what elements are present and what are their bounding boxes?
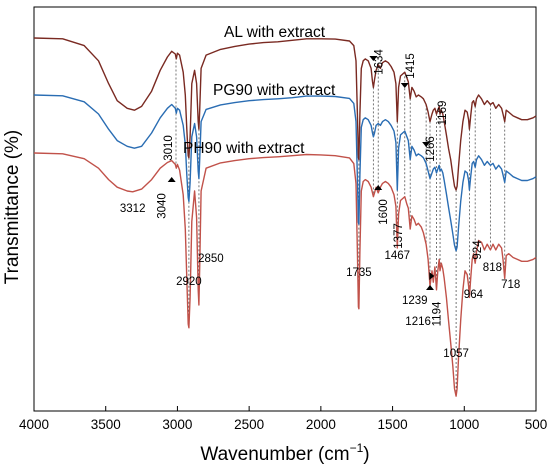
series-label-al: AL with extract — [224, 24, 326, 41]
plot-frame — [33, 6, 537, 412]
peak-label-1634: 1634 — [373, 49, 385, 75]
peak-arrow-marker — [426, 285, 435, 290]
peak-label-718: 718 — [501, 279, 520, 291]
peak-label-3312: 3312 — [120, 203, 146, 215]
peak-label-1169: 1169 — [437, 101, 449, 126]
peak-label-3040: 3040 — [157, 193, 169, 219]
y-axis-title: Transmittance (%) — [2, 130, 23, 285]
peak-label-1415: 1415 — [405, 53, 417, 79]
peak-droplines — [175, 57, 506, 397]
series-label-ph90: PH90 with extract — [183, 140, 305, 157]
peak-label-2920: 2920 — [176, 276, 202, 288]
peak-arrow-marker — [400, 83, 409, 88]
peak-label-3010: 3010 — [163, 135, 175, 161]
x-axis-ticks: 4000 3500 3000 2500 2000 1500 1000 500 — [19, 406, 547, 432]
peak-label-1194: 1194 — [432, 301, 444, 326]
peak-label-2850: 2850 — [198, 253, 224, 265]
x-tick-label: 500 — [525, 417, 548, 432]
peak-arrow-marker — [369, 56, 378, 61]
x-tick-label: 4000 — [19, 417, 49, 432]
peak-arrow-marker — [374, 185, 383, 190]
peak-label-1266: 1266 — [425, 136, 437, 162]
series-line-1 — [33, 94, 537, 252]
peak-label-924: 924 — [472, 240, 484, 260]
x-axis-title: Wavenumber (cm−1) — [200, 441, 369, 465]
series-label-pg90: PG90 with extract — [213, 82, 336, 99]
peak-label-1467: 1467 — [385, 250, 411, 262]
peak-label-1377: 1377 — [393, 223, 405, 249]
x-tick-label: 2000 — [306, 417, 336, 432]
peak-label-964: 964 — [464, 289, 484, 301]
peak-annotations: 3312 3040 3010 2920 2850 1735 1634 1600 1467 1415… — [120, 49, 520, 360]
peak-arrow-marker — [422, 142, 431, 147]
x-tick-label: 1000 — [449, 417, 479, 432]
series-lines — [33, 37, 537, 397]
x-tick-label: 3500 — [91, 417, 121, 432]
peak-label-1239: 1239 — [402, 295, 428, 307]
x-tick-label: 2500 — [234, 417, 264, 432]
peak-label-1735: 1735 — [346, 267, 372, 279]
x-tick-label: 1500 — [378, 417, 408, 432]
peak-label-1216: 1216 — [405, 316, 431, 328]
peak-label-1057: 1057 — [443, 348, 469, 360]
peak-arrow-marker — [429, 272, 435, 280]
peak-label-1600: 1600 — [378, 199, 390, 225]
series-line-2 — [33, 152, 537, 397]
peak-label-818: 818 — [483, 262, 502, 274]
x-tick-label: 3000 — [162, 417, 192, 432]
series-line-0 — [33, 37, 537, 191]
peak-arrow-marker — [167, 177, 176, 182]
